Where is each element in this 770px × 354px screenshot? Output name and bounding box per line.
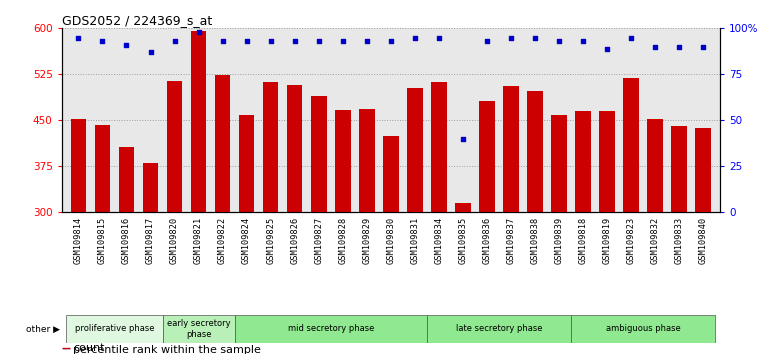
Point xyxy=(673,44,685,50)
Bar xyxy=(142,163,159,354)
Point xyxy=(384,38,397,44)
Text: GSM109839: GSM109839 xyxy=(554,216,564,264)
Bar xyxy=(71,119,86,354)
Point xyxy=(96,38,109,44)
Point xyxy=(313,38,325,44)
Text: mid secretory phase: mid secretory phase xyxy=(287,325,374,333)
Bar xyxy=(95,125,110,354)
Text: GSM109840: GSM109840 xyxy=(698,216,708,264)
Bar xyxy=(119,147,134,354)
Bar xyxy=(648,119,663,354)
Point xyxy=(120,42,132,48)
Text: count: count xyxy=(73,343,105,353)
Text: GSM109826: GSM109826 xyxy=(290,216,300,264)
Text: proliferative phase: proliferative phase xyxy=(75,325,154,333)
Text: GSM109834: GSM109834 xyxy=(434,216,444,264)
Point xyxy=(529,35,541,40)
FancyBboxPatch shape xyxy=(427,315,571,343)
Text: percentile rank within the sample: percentile rank within the sample xyxy=(73,345,261,354)
Bar xyxy=(671,126,687,354)
Text: GDS2052 / 224369_s_at: GDS2052 / 224369_s_at xyxy=(62,14,212,27)
Text: GSM109815: GSM109815 xyxy=(98,216,107,264)
Text: GSM109816: GSM109816 xyxy=(122,216,131,264)
Point xyxy=(480,38,493,44)
Bar xyxy=(311,96,326,354)
Bar xyxy=(575,110,591,354)
FancyBboxPatch shape xyxy=(571,315,715,343)
Bar xyxy=(479,101,494,354)
Text: GSM109820: GSM109820 xyxy=(170,216,179,264)
Text: GSM109825: GSM109825 xyxy=(266,216,275,264)
Text: GSM109830: GSM109830 xyxy=(387,216,395,264)
Point xyxy=(577,38,589,44)
Bar xyxy=(527,91,543,354)
Point xyxy=(216,38,229,44)
Text: GSM109831: GSM109831 xyxy=(410,216,420,264)
Point xyxy=(505,35,517,40)
Text: other ▶: other ▶ xyxy=(26,325,60,333)
Bar xyxy=(263,82,279,354)
Bar xyxy=(359,109,374,354)
Bar xyxy=(191,32,206,354)
Text: GSM109817: GSM109817 xyxy=(146,216,155,264)
Point xyxy=(553,38,565,44)
Text: GSM109814: GSM109814 xyxy=(74,216,83,264)
Bar xyxy=(599,111,614,354)
Text: ambiguous phase: ambiguous phase xyxy=(606,325,681,333)
Point xyxy=(601,46,613,51)
Bar xyxy=(167,81,182,354)
Point xyxy=(240,38,253,44)
Text: GSM109837: GSM109837 xyxy=(507,216,515,264)
FancyBboxPatch shape xyxy=(66,315,162,343)
Bar xyxy=(407,88,423,354)
FancyBboxPatch shape xyxy=(162,315,235,343)
Bar xyxy=(503,86,519,354)
Text: GSM109835: GSM109835 xyxy=(458,216,467,264)
Bar xyxy=(695,129,711,354)
Point xyxy=(336,38,349,44)
Text: GSM109827: GSM109827 xyxy=(314,216,323,264)
Text: GSM109828: GSM109828 xyxy=(338,216,347,264)
Bar xyxy=(287,85,303,354)
Point xyxy=(192,29,205,35)
Text: GSM109821: GSM109821 xyxy=(194,216,203,264)
FancyBboxPatch shape xyxy=(235,315,427,343)
Text: GSM109833: GSM109833 xyxy=(675,216,684,264)
Point xyxy=(625,35,638,40)
Point xyxy=(409,35,421,40)
Bar xyxy=(623,78,639,354)
Bar xyxy=(551,115,567,354)
Text: GSM109822: GSM109822 xyxy=(218,216,227,264)
Bar xyxy=(383,136,399,354)
Text: GSM109838: GSM109838 xyxy=(531,216,540,264)
Point xyxy=(433,35,445,40)
Bar xyxy=(215,75,230,354)
Point xyxy=(649,44,661,50)
Text: GSM109836: GSM109836 xyxy=(482,216,491,264)
Text: early secretory
phase: early secretory phase xyxy=(167,319,230,339)
Text: GSM109823: GSM109823 xyxy=(627,216,635,264)
Point xyxy=(264,38,276,44)
Bar xyxy=(239,115,254,354)
Text: GSM109829: GSM109829 xyxy=(362,216,371,264)
Text: GSM109824: GSM109824 xyxy=(242,216,251,264)
Text: late secretory phase: late secretory phase xyxy=(456,325,542,333)
Point xyxy=(360,38,373,44)
Point xyxy=(72,35,85,40)
Point xyxy=(144,50,156,55)
Text: GSM109819: GSM109819 xyxy=(602,216,611,264)
Point xyxy=(457,136,469,142)
Text: GSM109832: GSM109832 xyxy=(651,216,660,264)
Bar xyxy=(431,82,447,354)
Point xyxy=(697,44,709,50)
Bar xyxy=(455,203,470,354)
Point xyxy=(289,38,301,44)
Bar xyxy=(335,110,350,354)
Text: GSM109818: GSM109818 xyxy=(578,216,588,264)
Point xyxy=(169,38,181,44)
